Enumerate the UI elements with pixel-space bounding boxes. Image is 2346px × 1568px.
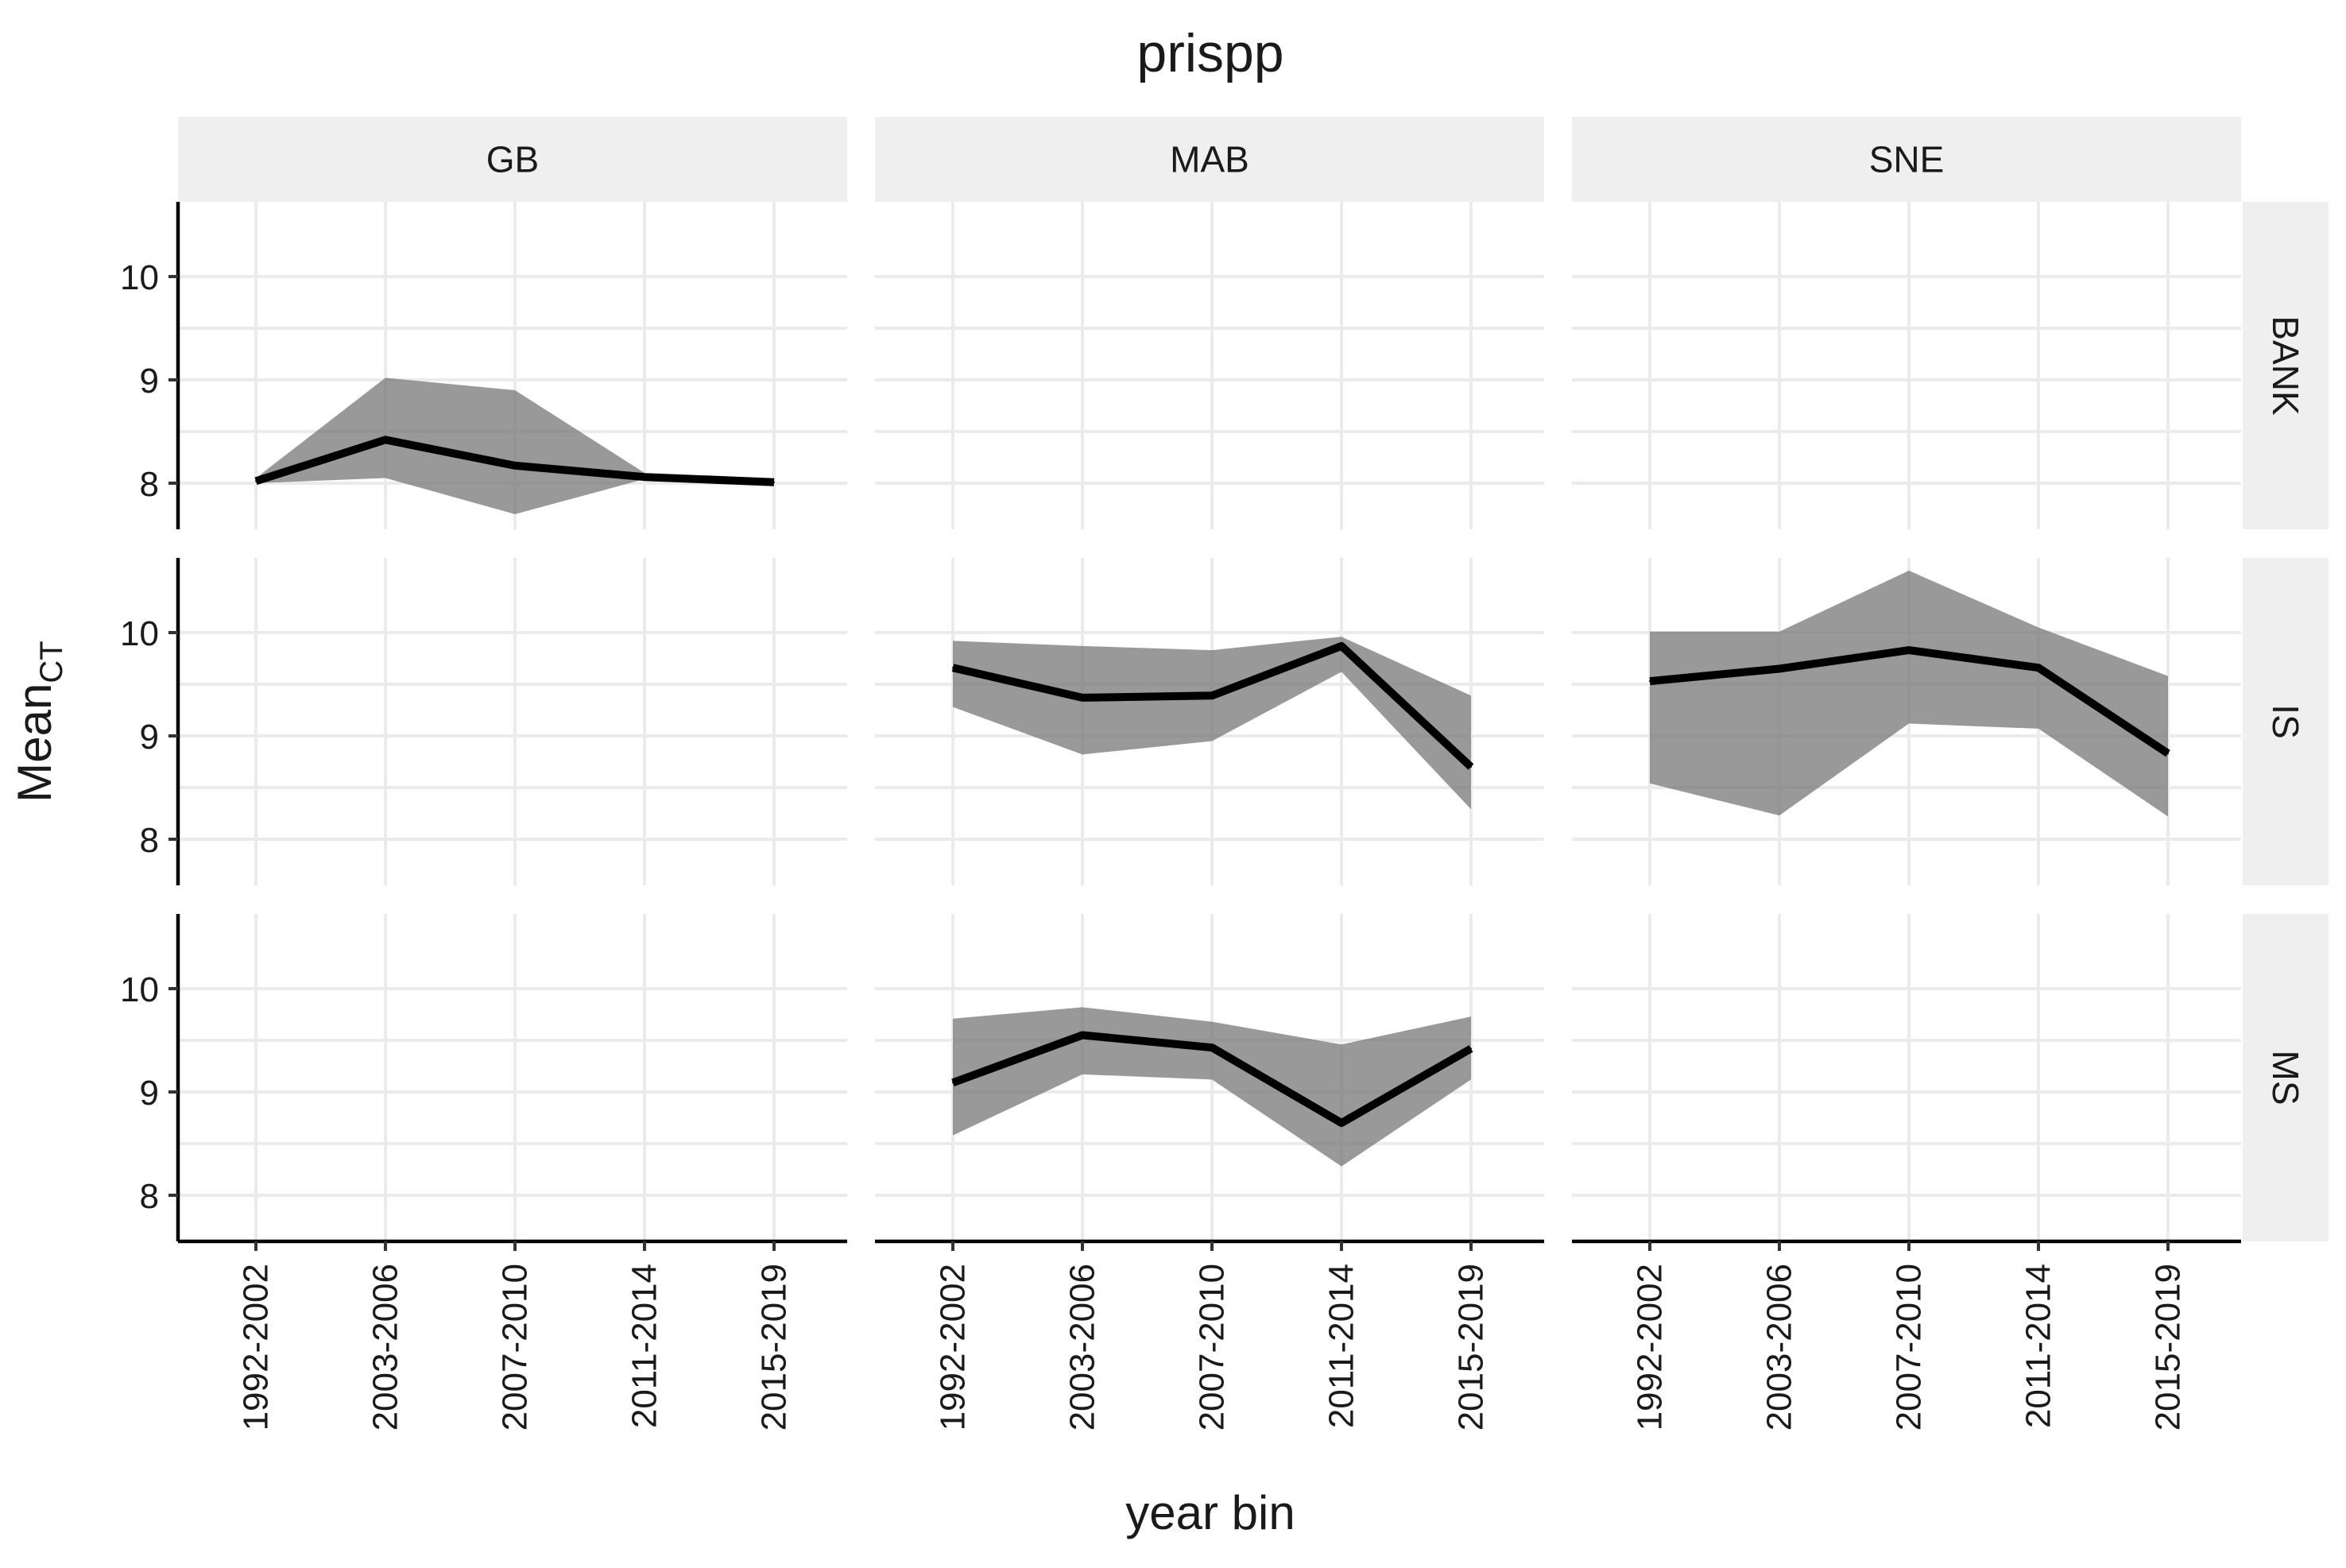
panel-gb-ms <box>178 914 847 1241</box>
data-point <box>1082 696 1083 699</box>
x-tick-label: 2003-2006 <box>366 1264 405 1431</box>
y-tick-label: 10 <box>120 614 159 653</box>
data-point <box>1082 1034 1083 1036</box>
x-tick-label: 2007-2010 <box>1193 1264 1232 1431</box>
confidence-ribbon <box>953 637 1471 810</box>
data-point <box>773 481 775 483</box>
data-point <box>952 667 954 669</box>
x-tick-label: 2011-2014 <box>2019 1264 2058 1428</box>
panel-sne-bank <box>1572 202 2241 529</box>
row-strip-ms <box>2243 914 2329 1241</box>
data-point <box>1908 649 1910 652</box>
data-point <box>2167 753 2169 755</box>
y-axis-label: MeanCT <box>8 641 69 802</box>
data-point <box>1779 668 1780 670</box>
data-point <box>952 1082 954 1084</box>
y-axis-label-main: Mean <box>8 683 61 803</box>
panel-sne-ms <box>1572 914 2241 1241</box>
data-point <box>385 439 386 441</box>
y-axis-label-subscript: CT <box>34 641 69 683</box>
data-point <box>1470 766 1472 768</box>
y-tick-label: 8 <box>140 1177 159 1216</box>
panel-gb-bank <box>178 202 847 529</box>
y-tick-label: 9 <box>140 1074 159 1113</box>
data-point <box>1211 695 1213 697</box>
data-point <box>1649 680 1651 683</box>
x-tick-label: 2007-2010 <box>496 1264 535 1431</box>
y-tick-label: 8 <box>140 821 159 860</box>
x-tick-label: 2007-2010 <box>1890 1264 1929 1431</box>
y-tick-label: 10 <box>120 970 159 1009</box>
panel-mab-is <box>875 558 1544 885</box>
row-strip-label: BANK <box>2265 316 2306 416</box>
confidence-ribbon <box>1650 571 2168 817</box>
data-point <box>1470 1047 1472 1050</box>
x-tick-label: 2015-2019 <box>755 1264 794 1431</box>
column-strip-sne <box>1572 117 2241 202</box>
data-point <box>644 476 645 478</box>
data-point <box>1341 1122 1342 1124</box>
x-tick-label: 1992-2002 <box>237 1264 276 1431</box>
data-point <box>1211 1047 1213 1049</box>
x-tick-label: 1992-2002 <box>1631 1264 1670 1431</box>
row-strip-bank <box>2243 202 2329 529</box>
x-tick-label: 2003-2006 <box>1063 1264 1102 1431</box>
column-strip-label: GB <box>486 139 539 180</box>
confidence-ribbon <box>256 377 645 514</box>
x-tick-label: 1992-2002 <box>934 1264 973 1431</box>
data-point <box>1341 645 1342 647</box>
row-strip-is <box>2243 558 2329 885</box>
panel-gb-is <box>178 558 847 885</box>
column-strip-gb <box>178 117 847 202</box>
row-strip-label: IS <box>2265 704 2306 738</box>
y-tick-label: 9 <box>140 718 159 757</box>
y-tick-label: 10 <box>120 258 159 297</box>
x-axis-label: year bin <box>1125 1486 1295 1539</box>
panel-mab-bank <box>875 202 1544 529</box>
x-tick-label: 2003-2006 <box>1760 1264 1799 1431</box>
x-tick-label: 2011-2014 <box>1322 1264 1361 1428</box>
y-tick-label: 8 <box>140 465 159 504</box>
chart-title: prispp <box>1136 23 1283 83</box>
data-point <box>514 464 516 467</box>
data-point <box>2038 667 2039 669</box>
column-strip-mab <box>875 117 1544 202</box>
y-tick-label: 9 <box>140 362 159 401</box>
x-tick-label: 2011-2014 <box>625 1264 664 1428</box>
row-strip-label: MS <box>2265 1051 2306 1105</box>
column-strip-label: MAB <box>1170 139 1249 180</box>
x-tick-label: 2015-2019 <box>2149 1264 2188 1431</box>
column-strip-label: SNE <box>1869 139 1945 180</box>
x-tick-label: 2015-2019 <box>1452 1264 1491 1431</box>
data-point <box>255 480 257 482</box>
panel-mab-ms <box>875 914 1544 1241</box>
panel-sne-is <box>1572 558 2241 885</box>
